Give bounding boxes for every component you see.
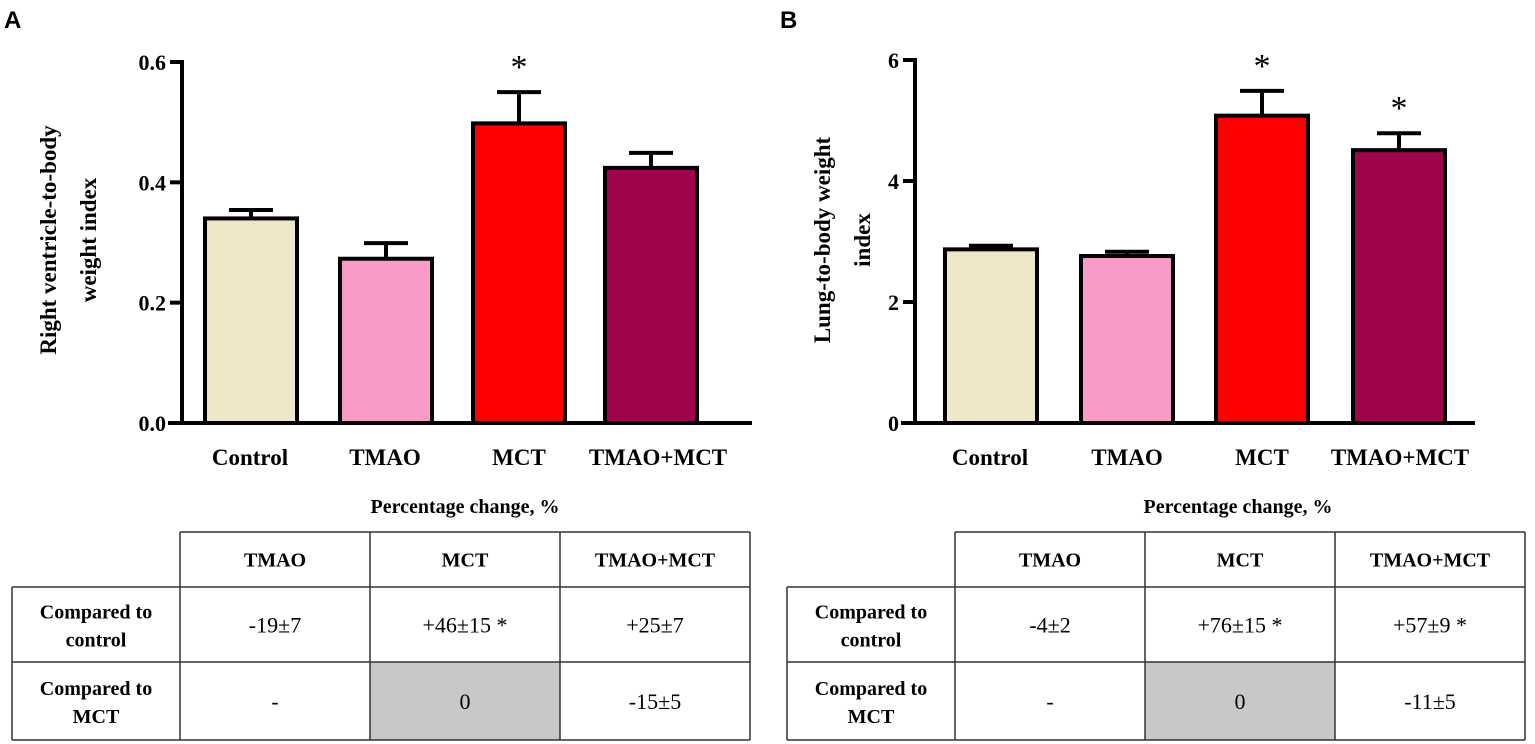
table-cell: -11±5 [1404, 689, 1456, 714]
table-cell: +25±7 [626, 613, 683, 638]
significance-marker: * [1391, 90, 1408, 127]
x-tick-label: TMAO+MCT [589, 445, 727, 470]
bar-control [203, 216, 299, 425]
x-tick-label: TMAO [1091, 445, 1163, 470]
table-column-header: TMAO+MCT [595, 550, 716, 572]
x-tick-label: TMAO+MCT [1331, 445, 1469, 470]
y-tick-label: 0.0 [139, 411, 167, 436]
table-row-label: control [66, 630, 127, 652]
y-axis-label: Lung-to-body weight [810, 136, 835, 343]
table-cell: -4±2 [1029, 613, 1070, 638]
table-column-header: TMAO [244, 550, 306, 572]
table-row-label: Compared to [815, 602, 927, 624]
y-tick-label: 0.2 [139, 291, 167, 316]
x-tick-label: TMAO [349, 445, 421, 470]
y-tick-label: 0 [888, 411, 899, 436]
table-cell: +76±15 * [1198, 613, 1283, 638]
bar-mct [471, 121, 567, 426]
table-title: Percentage change, % [1143, 496, 1332, 518]
x-tick-label: MCT [1235, 445, 1289, 470]
significance-marker: * [511, 49, 528, 86]
table-cell: 0 [1235, 689, 1246, 714]
significance-marker: * [1254, 48, 1271, 85]
table-cell: +46±15 * [423, 613, 508, 638]
table-row-label: Compared to [815, 678, 927, 700]
table-column-header: TMAO+MCT [1370, 550, 1491, 572]
table-column-header: TMAO [1019, 550, 1081, 572]
y-tick-label: 2 [888, 290, 899, 315]
percentage-change-table: Percentage change, % TMAO MCT TMAO+MCT Compa… [786, 496, 1526, 741]
y-axis-label: Right ventricle-to-body [36, 125, 61, 355]
percentage-change-table: Percentage change, % TMAO MCT TMAO+MCT Compa… [11, 496, 751, 741]
x-tick-label: Control [212, 445, 288, 470]
table-row-label: control [841, 630, 902, 652]
table-cell: -19±7 [249, 613, 301, 638]
table-column-header: MCT [1217, 550, 1264, 572]
table-row-label: Compared to [40, 678, 152, 700]
y-tick-label: 0.6 [139, 50, 167, 75]
table-column-header: MCT [442, 550, 489, 572]
table-cell: +57±9 * [1393, 613, 1467, 638]
bar-mct [1214, 113, 1310, 425]
y-tick-label: 0.4 [139, 170, 167, 195]
y-tick-label: 6 [888, 48, 899, 73]
x-tick-label: Control [952, 445, 1028, 470]
table-row-label: MCT [848, 706, 895, 728]
shaded-cell [370, 662, 560, 740]
panel-letter: B [780, 7, 797, 34]
chart-panel-a: A Control TMAO * MCT TMAO+MCT 0.0 0.2 0.4 0.6 Righ… [4, 7, 752, 741]
y-tick-label: 4 [888, 169, 899, 194]
table-cell: - [271, 689, 278, 714]
y-axis-label: index [850, 213, 875, 267]
y-axis-label: weight index [76, 177, 101, 302]
shaded-cell [1145, 662, 1335, 740]
bar-control [943, 247, 1039, 425]
table-row-label: MCT [73, 706, 120, 728]
x-tick-label: MCT [492, 445, 546, 470]
table-cell: 0 [460, 689, 471, 714]
bar-tmao-mct [603, 165, 699, 425]
bar-tmao [338, 256, 434, 425]
table-cell: -15±5 [629, 689, 681, 714]
table-title: Percentage change, % [370, 496, 559, 518]
bar-tmao-mct [1351, 148, 1447, 426]
panel-letter: A [4, 7, 21, 34]
table-cell: - [1046, 689, 1053, 714]
table-row-label: Compared to [40, 602, 152, 624]
chart-panel-b: B Control TMAO * MCT * TMAO+MCT 0 2 4 6 Lung-to-bod… [780, 7, 1526, 741]
bar-tmao [1079, 254, 1175, 425]
